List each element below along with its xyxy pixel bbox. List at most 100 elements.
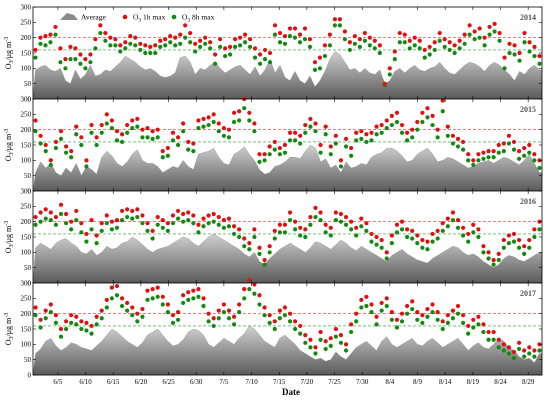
point-1h-max: [242, 287, 247, 292]
point-8h-max: [168, 40, 173, 45]
point-1h-max: [405, 303, 410, 309]
point-1h-max: [318, 142, 323, 148]
point-1h-max: [79, 135, 84, 140]
point-1h-max: [145, 126, 150, 131]
point-1h-max: [313, 121, 318, 126]
point-1h-max: [486, 250, 491, 255]
point-1h-max: [226, 216, 232, 221]
point-1h-max: [191, 141, 196, 146]
point-1h-max: [323, 124, 328, 129]
point-1h-max: [272, 23, 278, 28]
point-8h-max: [394, 325, 400, 330]
point-1h-max: [221, 218, 226, 223]
point-1h-max: [201, 296, 206, 301]
point-8h-max: [410, 135, 415, 140]
point-8h-max: [38, 219, 43, 224]
point-8h-max: [318, 218, 323, 223]
point-1h-max: [252, 121, 257, 126]
point-8h-max: [48, 218, 53, 223]
point-8h-max: [496, 345, 501, 350]
point-1h-max: [389, 310, 394, 315]
point-8h-max: [501, 245, 506, 250]
point-1h-max: [242, 32, 248, 37]
point-1h-max: [135, 207, 140, 212]
point-1h-max: [109, 285, 114, 290]
point-8h-max: [43, 216, 48, 221]
point-8h-max: [298, 233, 303, 238]
point-8h-max: [53, 222, 59, 227]
point-8h-max: [145, 228, 150, 233]
point-1h-max: [415, 233, 420, 238]
point-8h-max: [312, 67, 318, 72]
point-8h-max: [83, 66, 88, 71]
point-8h-max: [440, 228, 445, 233]
point-1h-max: [486, 329, 491, 335]
point-8h-max: [140, 221, 145, 226]
point-8h-max: [440, 326, 445, 332]
point-8h-max: [186, 218, 191, 223]
point-1h-max: [374, 124, 379, 129]
point-1h-max: [33, 305, 38, 310]
point-1h-max: [491, 257, 496, 263]
point-8h-max: [242, 244, 247, 249]
point-8h-max: [298, 331, 303, 336]
point-8h-max: [262, 262, 267, 267]
point-8h-max: [181, 300, 186, 306]
point-8h-max: [337, 23, 342, 28]
point-8h-max: [272, 326, 277, 332]
point-8h-max: [33, 313, 38, 318]
y-tick-label: 200: [21, 218, 32, 226]
panel-2014: 0 50 100 150 200 250 300 O3/μg m-3 2014: [4, 3, 543, 103]
point-8h-max: [79, 142, 84, 148]
point-1h-max: [496, 142, 501, 148]
point-1h-max: [517, 149, 522, 154]
point-8h-max: [38, 325, 43, 330]
point-1h-max: [522, 244, 527, 249]
point-1h-max: [119, 296, 125, 301]
point-1h-max: [74, 124, 79, 129]
point-8h-max: [53, 145, 59, 151]
x-tick-label: 7/15: [273, 378, 286, 386]
point-1h-max: [425, 239, 430, 244]
point-8h-max: [384, 303, 389, 309]
point-1h-max: [226, 127, 232, 132]
point-8h-max: [63, 221, 69, 226]
point-1h-max: [242, 236, 247, 241]
point-8h-max: [506, 351, 512, 356]
point-8h-max: [313, 351, 318, 356]
point-1h-max: [84, 158, 89, 163]
point-8h-max: [511, 239, 517, 244]
point-1h-max: [502, 55, 507, 60]
point-1h-max: [130, 305, 135, 310]
point-1h-max: [186, 290, 191, 295]
point-1h-max: [410, 299, 415, 304]
point-8h-max: [374, 132, 379, 137]
point-8h-max: [492, 29, 497, 34]
point-1h-max: [69, 313, 74, 318]
point-1h-max: [78, 52, 83, 57]
point-1h-max: [211, 316, 216, 321]
point-1h-max: [257, 293, 262, 298]
point-1h-max: [496, 337, 501, 342]
point-8h-max: [472, 37, 477, 42]
point-1h-max: [282, 222, 288, 227]
point-8h-max: [507, 50, 512, 56]
point-8h-max: [43, 43, 48, 48]
point-1h-max: [109, 219, 114, 224]
average-area-2016: [32, 233, 543, 284]
point-8h-max: [357, 44, 362, 49]
point-1h-max: [427, 44, 432, 49]
point-1h-max: [501, 141, 506, 146]
point-1h-max: [43, 207, 48, 212]
point-8h-max: [69, 320, 74, 325]
point-1h-max: [282, 142, 288, 148]
point-8h-max: [425, 115, 430, 120]
point-1h-max: [392, 49, 397, 54]
point-8h-max: [532, 354, 537, 359]
point-1h-max: [532, 44, 537, 49]
point-1h-max: [53, 24, 58, 30]
point-1h-max: [354, 130, 359, 135]
point-8h-max: [140, 135, 145, 140]
point-1h-max: [312, 60, 318, 65]
